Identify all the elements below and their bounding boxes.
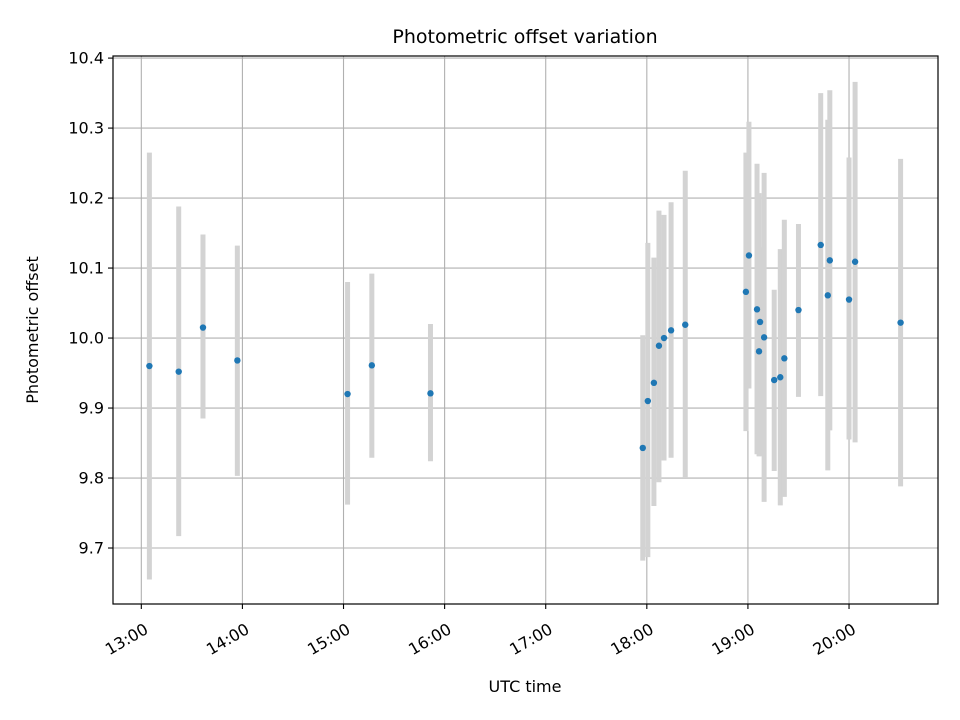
data-point (760, 334, 768, 341)
data-points (146, 241, 904, 452)
data-point (771, 376, 778, 384)
data-point (745, 252, 753, 259)
data-point (368, 362, 376, 369)
data-point (644, 397, 652, 405)
data-point (146, 362, 153, 370)
data-point (344, 390, 351, 398)
data-point (199, 324, 207, 331)
data-point (851, 258, 859, 265)
data-point (824, 292, 831, 299)
chart-title: Photometric offset variation (392, 26, 657, 48)
data-point (682, 321, 689, 328)
data-point (777, 374, 784, 381)
data-point (650, 379, 658, 387)
y-axis-ticks: 9.7 9.8 9.9 10.0 10.1 10.2 10.3 10.4 (68, 49, 113, 558)
y-tick-label: 9.9 (79, 399, 104, 418)
data-point (817, 241, 824, 249)
data-point (795, 306, 802, 314)
data-point (427, 390, 434, 397)
y-tick-label: 9.7 (79, 539, 104, 558)
y-tick-label: 10.2 (68, 189, 104, 208)
data-point (655, 342, 663, 349)
data-point (660, 334, 668, 342)
data-point (755, 348, 763, 355)
data-point (753, 306, 761, 313)
data-point (845, 296, 853, 303)
data-point (667, 327, 675, 334)
data-point (826, 257, 834, 264)
y-tick-label: 10.4 (68, 49, 104, 68)
y-tick-label: 10.1 (68, 259, 104, 278)
data-point (742, 288, 750, 296)
x-axis-label: UTC time (489, 677, 562, 696)
data-point (781, 355, 788, 362)
y-axis-label: Photometric offset (23, 256, 42, 404)
plot-frame (112, 55, 939, 605)
y-tick-label: 10.0 (68, 329, 104, 348)
y-tick-label: 10.3 (68, 119, 104, 138)
data-point (234, 357, 241, 364)
data-point (175, 368, 182, 375)
data-point (639, 444, 646, 452)
data-point (897, 319, 904, 326)
data-point (756, 318, 764, 326)
y-tick-label: 9.8 (79, 469, 104, 488)
